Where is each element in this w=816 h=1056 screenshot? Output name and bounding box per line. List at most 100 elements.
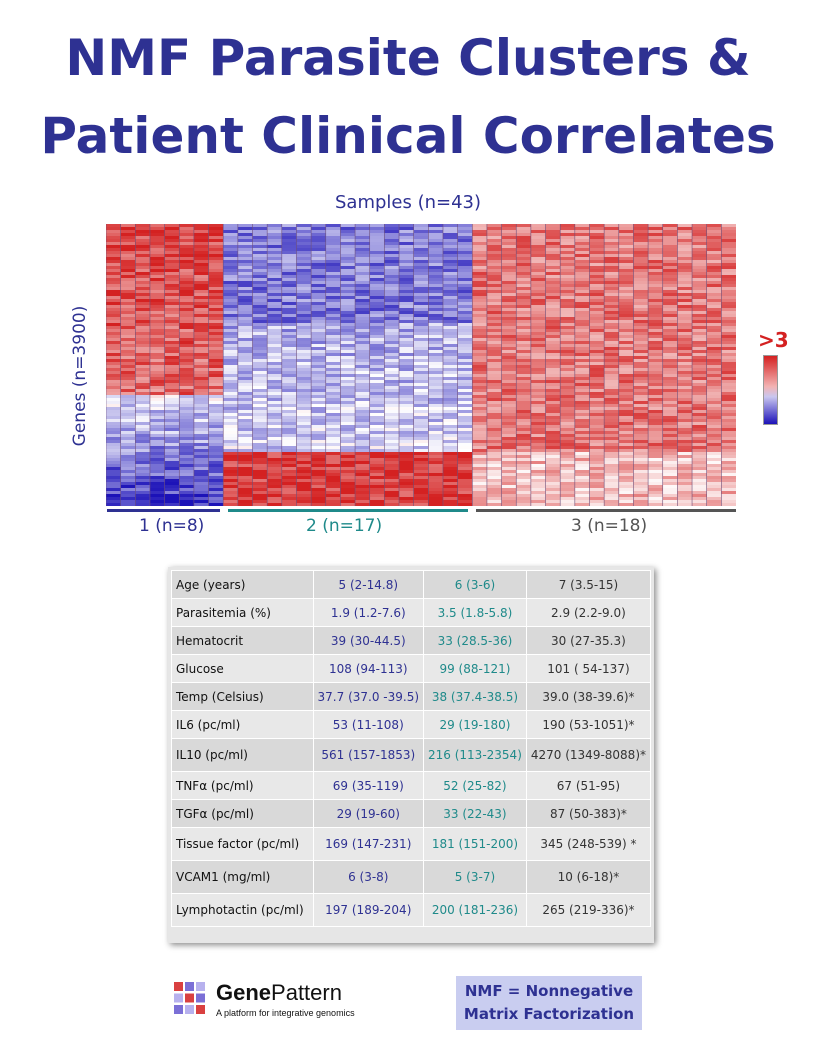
heatmap-cell — [589, 461, 605, 465]
heatmap-cell — [706, 365, 722, 369]
heatmap-cell — [706, 464, 722, 468]
heatmap-cell — [223, 251, 239, 255]
heatmap-cell — [662, 293, 678, 297]
heatmap-cell — [237, 239, 253, 243]
heatmap-cell — [237, 245, 253, 249]
heatmap-cell — [252, 353, 268, 357]
heatmap-cell — [560, 251, 576, 255]
heatmap-cell — [633, 272, 649, 276]
heatmap-cell — [633, 353, 649, 357]
heatmap-cell — [677, 380, 693, 384]
heatmap-cell — [237, 230, 253, 234]
heatmap-cell — [589, 503, 605, 506]
heatmap-cell — [384, 488, 400, 492]
heatmap-cell — [208, 368, 224, 372]
heatmap-cell — [413, 437, 429, 441]
heatmap-cell — [677, 389, 693, 393]
heatmap-cell — [706, 494, 722, 498]
heatmap-cell — [692, 428, 707, 432]
heatmap-cell — [208, 293, 224, 297]
heatmap-cell — [135, 473, 151, 477]
heatmap-cell — [193, 356, 209, 360]
heatmap-cell — [648, 422, 664, 426]
heatmap-cell — [369, 344, 385, 348]
heatmap-cell — [252, 257, 268, 261]
heatmap-cell — [721, 413, 736, 417]
table-cell: 5 (3-7) — [423, 860, 527, 894]
heatmap-cell — [530, 377, 546, 381]
heatmap-cell — [589, 251, 605, 255]
heatmap-cell — [355, 293, 371, 297]
heatmap-cell — [179, 233, 195, 237]
heatmap-cell — [442, 314, 458, 318]
heatmap-cell — [179, 494, 195, 498]
heatmap-cell — [472, 239, 488, 243]
heatmap-cell — [311, 257, 327, 261]
heatmap-cell — [399, 395, 414, 399]
heatmap-cell — [135, 377, 151, 381]
heatmap-cell — [692, 224, 707, 228]
heatmap-cell — [296, 287, 312, 291]
heatmap-cell — [267, 431, 283, 435]
heatmap-cell — [428, 380, 444, 384]
heatmap-cell — [692, 233, 707, 237]
heatmap-cell — [135, 332, 151, 336]
heatmap-cell — [267, 227, 283, 231]
heatmap-cell — [662, 479, 678, 483]
heatmap-cell — [149, 245, 165, 249]
heatmap-cell — [281, 224, 297, 228]
heatmap-cell — [179, 431, 195, 435]
heatmap-cell — [369, 227, 385, 231]
heatmap-cell — [530, 497, 546, 501]
heatmap-cell — [545, 356, 561, 360]
heatmap-cell — [472, 326, 488, 330]
heatmap-cell — [486, 272, 502, 276]
heatmap-cell — [149, 392, 165, 396]
heatmap-cell — [193, 296, 209, 300]
heatmap-cell — [442, 323, 458, 327]
heatmap-cell — [692, 287, 707, 291]
heatmap-cell — [106, 326, 121, 330]
heatmap-cell — [428, 254, 444, 258]
heatmap-cell — [618, 296, 634, 300]
heatmap-cell — [648, 425, 664, 429]
heatmap-cell — [325, 353, 341, 357]
heatmap-cell — [120, 227, 136, 231]
heatmap-cell — [325, 251, 341, 255]
heatmap-cell — [530, 269, 546, 273]
heatmap-cell — [267, 494, 283, 498]
heatmap-cell — [208, 443, 224, 447]
heatmap-cell — [120, 470, 136, 474]
heatmap-cell — [472, 263, 488, 267]
heatmap-cell — [281, 341, 297, 345]
heatmap-cell — [237, 428, 253, 432]
heatmap-cell — [633, 227, 649, 231]
heatmap-cell — [149, 308, 165, 312]
heatmap-cell — [399, 233, 414, 237]
heatmap-cell — [369, 449, 385, 453]
heatmap-cell — [648, 371, 664, 375]
heatmap-cell — [237, 224, 253, 228]
heatmap-cell — [692, 467, 707, 471]
heatmap-cell — [135, 371, 151, 375]
heatmap-cell — [237, 353, 253, 357]
heatmap-cell — [208, 344, 224, 348]
heatmap-cell — [413, 383, 429, 387]
heatmap-cell — [574, 494, 590, 498]
heatmap-cell — [413, 254, 429, 258]
heatmap-cell — [648, 260, 664, 264]
heatmap-cell — [604, 407, 620, 411]
heatmap-cell — [442, 440, 458, 444]
heatmap-cell — [589, 377, 605, 381]
heatmap-cell — [164, 374, 180, 378]
heatmap-cell — [560, 500, 576, 504]
heatmap-cell — [237, 401, 253, 405]
heatmap-cell — [516, 428, 532, 432]
heatmap-cell — [648, 335, 664, 339]
heatmap-cell — [179, 500, 195, 504]
heatmap-cell — [604, 446, 620, 450]
heatmap-cell — [340, 413, 356, 417]
heatmap-cell — [472, 281, 488, 285]
heatmap-cell — [633, 386, 649, 390]
heatmap-cell — [296, 461, 312, 465]
